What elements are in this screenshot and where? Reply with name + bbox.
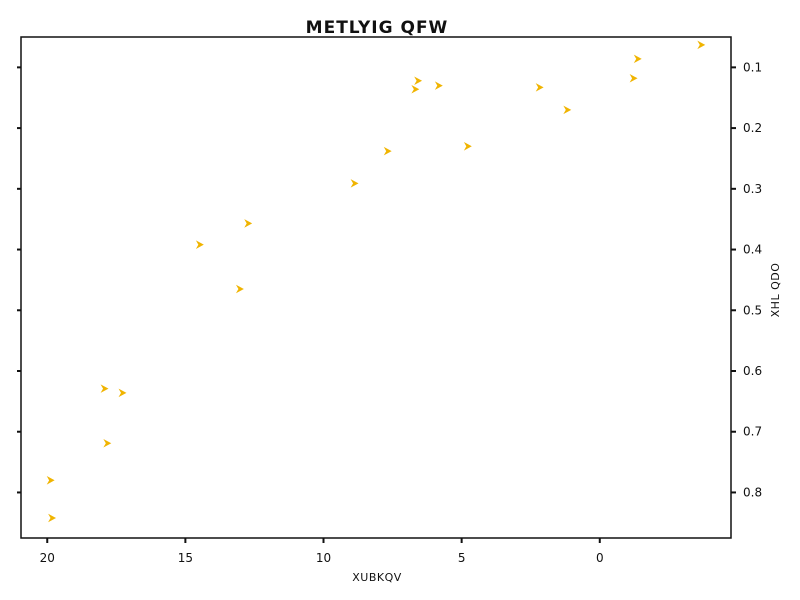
data-points bbox=[46, 40, 706, 523]
chart-title: METLYIG QFW bbox=[306, 18, 449, 38]
data-point bbox=[244, 219, 253, 228]
x-tick-label: 10 bbox=[316, 551, 331, 565]
data-point bbox=[411, 84, 420, 94]
x-axis: 20 15 10 5 0 bbox=[40, 538, 604, 565]
y-tick-label: 0.6 bbox=[743, 364, 762, 378]
x-tick-label: 5 bbox=[458, 551, 466, 565]
data-point bbox=[414, 76, 423, 85]
y-axis-label: XHL QDO bbox=[769, 263, 782, 318]
y-tick-label: 0.5 bbox=[743, 303, 762, 317]
data-point bbox=[48, 513, 57, 523]
y-tick-label: 0.7 bbox=[743, 425, 762, 439]
plot-frame bbox=[20, 36, 732, 539]
data-point bbox=[100, 384, 109, 393]
x-tick-label: 0 bbox=[596, 551, 604, 565]
data-point bbox=[633, 54, 642, 64]
y-tick-label: 0.1 bbox=[743, 60, 762, 74]
data-point bbox=[434, 81, 443, 90]
x-tick-label: 15 bbox=[178, 551, 193, 565]
y-tick-label: 0.8 bbox=[743, 485, 762, 499]
x-tick-label: 20 bbox=[40, 551, 55, 565]
data-point bbox=[46, 476, 55, 485]
data-point bbox=[463, 142, 472, 151]
data-point bbox=[697, 40, 706, 50]
y-axis: 0.1 0.2 0.3 0.4 0.5 0.6 0.7 0.8 bbox=[17, 60, 762, 499]
data-point bbox=[629, 74, 638, 83]
x-axis-label: XUBKQV bbox=[352, 571, 402, 584]
data-point bbox=[383, 146, 392, 156]
data-point bbox=[195, 240, 204, 249]
data-point bbox=[235, 284, 244, 294]
data-point bbox=[535, 83, 544, 92]
y-tick-label: 0.3 bbox=[743, 182, 762, 196]
y-tick-label: 0.4 bbox=[743, 243, 762, 257]
data-point bbox=[103, 439, 112, 448]
data-point bbox=[118, 388, 127, 398]
y-tick-label: 0.2 bbox=[743, 121, 762, 135]
data-point bbox=[350, 179, 359, 188]
data-point bbox=[563, 105, 572, 115]
